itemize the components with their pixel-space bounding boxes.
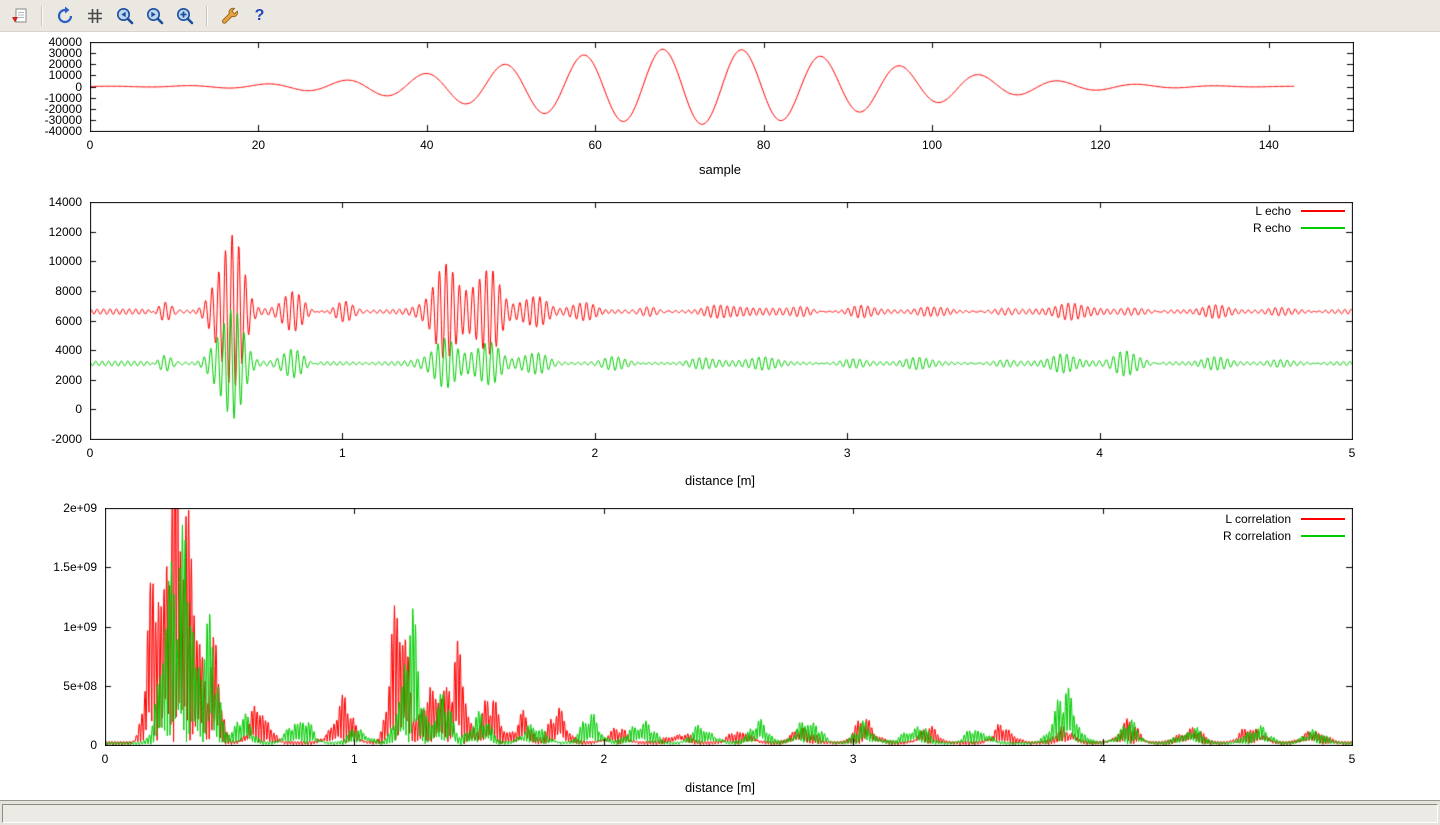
x-tick-label: 3 [843, 446, 851, 460]
y-tick-label: 30000 [48, 46, 82, 61]
legend-line-sample [1301, 534, 1345, 537]
x-tick-label: 3 [849, 752, 857, 766]
y-tick-label: 1e+09 [63, 619, 97, 634]
plot-canvas-correlation[interactable] [105, 508, 1353, 746]
x-tick-label: 5 [1348, 446, 1356, 460]
plot-canvas-pulse[interactable] [90, 42, 1354, 132]
x-tick-label: 140 [1258, 138, 1279, 152]
x-tick-label: 0 [86, 138, 94, 152]
legend-label: L echo [1255, 203, 1291, 218]
legend-correlation: L correlation R correlation [1222, 511, 1345, 543]
y-tick-label: 10000 [48, 254, 82, 269]
y-tick-label: -30000 [44, 112, 82, 127]
y-tick-label: 5e+08 [63, 678, 97, 693]
y-tick-label: 0 [90, 738, 97, 752]
config-button[interactable] [216, 3, 243, 29]
y-tick-label: 4000 [55, 343, 82, 358]
y-tick-label: -20000 [44, 101, 82, 116]
toolbar: ? [0, 0, 1440, 32]
replot-button[interactable] [51, 3, 78, 29]
x-tick-label: 20 [251, 138, 266, 152]
plot-page: sample 0 20 40 60 80 100 120 140 -40000 -30000 -20… [0, 32, 1440, 800]
legend-label: R echo [1252, 220, 1291, 235]
autoscale-button[interactable] [171, 3, 198, 29]
x-tick-label: 0 [101, 752, 109, 766]
x-tick-label: 2 [600, 752, 608, 766]
y-tick-label: 0 [75, 402, 82, 417]
y-tick-label: 40000 [48, 35, 82, 49]
legend-label: R correlation [1222, 528, 1291, 543]
zoom-previous-icon [116, 7, 133, 24]
chart-transmit-pulse: sample 0 20 40 60 80 100 120 140 -40000 -30000 -20… [0, 32, 1440, 192]
legend-label: L correlation [1225, 511, 1291, 526]
replot-icon [57, 6, 72, 23]
x-tick-label: 4 [1096, 446, 1103, 460]
y-tick-label: 10000 [48, 68, 82, 83]
y-tick-label: 20000 [48, 57, 82, 72]
chart-correlation: L correlation R correlation distance [m]… [0, 500, 1440, 800]
legend-entry: L correlation [1223, 511, 1345, 526]
y-tick-label: -40000 [44, 124, 82, 138]
x-tick-label: 0 [86, 446, 94, 460]
y-tick-label: 6000 [55, 313, 82, 328]
y-tick-label: 2000 [55, 372, 82, 387]
x-tick-label: 40 [420, 138, 434, 152]
legend-line-sample [1301, 226, 1345, 229]
y-tick-label: 14000 [48, 195, 82, 209]
help-icon: ? [254, 6, 265, 24]
y-tick-label: 8000 [55, 283, 82, 298]
y-tick-label: 2e+09 [63, 501, 97, 515]
x-tick-label: 5 [1348, 752, 1356, 766]
help-button[interactable]: ? [246, 3, 273, 29]
export-icon [11, 8, 26, 22]
zoom-next-icon [146, 7, 163, 24]
autoscale-icon [176, 7, 193, 24]
grid-icon [87, 8, 102, 23]
y-tick-label: 1.5e+09 [53, 560, 97, 575]
x-tick-label: 2 [591, 446, 599, 460]
chart-echo: L echo R echo distance [m] 0 1 2 3 4 5 -2000 0 2… [0, 192, 1440, 500]
x-tick-label: 1 [351, 752, 358, 766]
y-tick-label: -10000 [44, 90, 82, 105]
legend-entry: R correlation [1222, 528, 1345, 543]
legend-echo: L echo R echo [1252, 203, 1345, 235]
y-tick-label: -2000 [51, 432, 82, 446]
toolbar-separator [206, 5, 208, 26]
legend-line-sample [1301, 517, 1345, 520]
x-tick-label: 120 [1090, 138, 1111, 152]
x-tick-label: 4 [1099, 752, 1106, 766]
config-icon [221, 7, 238, 24]
x-tick-label: 80 [756, 138, 771, 152]
x-axis-label-sample: sample [699, 162, 741, 177]
legend-entry: R echo [1252, 220, 1345, 235]
status-field [2, 804, 1438, 823]
toolbar-separator [41, 5, 43, 26]
zoom-next-button[interactable] [141, 3, 168, 29]
x-axis-label-distance: distance [m] [684, 473, 756, 488]
x-tick-label: 1 [339, 446, 346, 460]
x-axis-label-distance: distance [m] [684, 780, 756, 795]
export-button[interactable] [6, 3, 33, 29]
y-tick-label: 0 [75, 79, 82, 94]
y-tick-label: 12000 [48, 224, 82, 239]
legend-line-sample [1301, 209, 1345, 212]
status-bar [0, 800, 1440, 825]
x-tick-label: 100 [921, 138, 943, 152]
x-tick-label: 60 [588, 138, 602, 152]
legend-entry: L echo [1253, 203, 1345, 218]
zoom-previous-button[interactable] [111, 3, 138, 29]
plot-canvas-echo[interactable] [90, 202, 1353, 440]
toggle-grid-button[interactable] [81, 3, 108, 29]
